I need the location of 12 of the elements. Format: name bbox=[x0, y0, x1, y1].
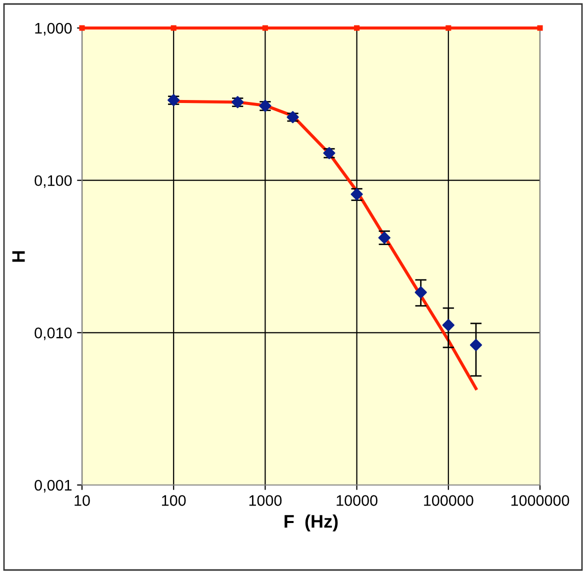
y-tick-label: 1,000 bbox=[35, 22, 72, 36]
y-tick-label: 0,001 bbox=[34, 480, 72, 492]
y-tick-label: 0,100 bbox=[34, 175, 72, 188]
y-axis-title: H bbox=[12, 251, 25, 262]
x-tick-label: 10000 bbox=[336, 495, 378, 506]
x-tick-label: 1000 bbox=[249, 495, 282, 506]
x-tick-label: 100 bbox=[162, 495, 186, 506]
y-tick-label: 0,010 bbox=[34, 328, 72, 340]
x-tick-label: 10 bbox=[74, 495, 90, 506]
x-tick-label: 100000 bbox=[424, 495, 474, 506]
x-axis-title: F (Hz) bbox=[284, 514, 338, 532]
x-tick-label: 1000000 bbox=[511, 495, 570, 506]
